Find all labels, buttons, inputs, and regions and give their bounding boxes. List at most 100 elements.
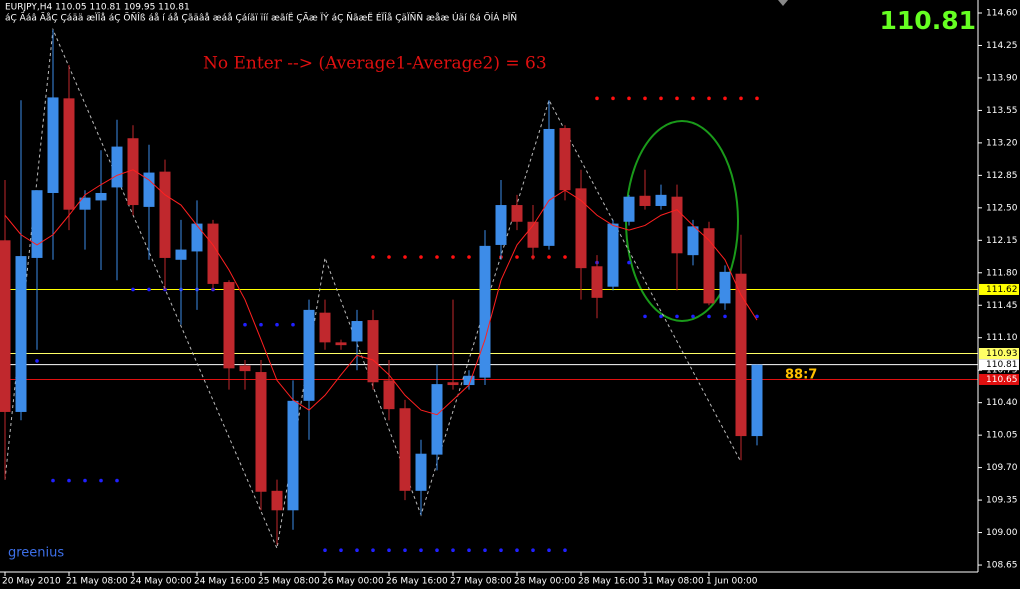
candle-body — [591, 266, 603, 298]
candle-body — [431, 384, 443, 455]
signal-dot — [659, 96, 663, 101]
signal-dot — [739, 96, 743, 101]
x-tick-label: 25 May 08:00 — [258, 577, 320, 587]
signal-dot — [451, 548, 455, 552]
signal-dot — [451, 255, 455, 259]
signal-dot — [147, 287, 151, 292]
signal-dot — [387, 255, 391, 259]
signal-dot — [675, 314, 679, 319]
candle-body — [319, 312, 331, 343]
candle-body — [335, 342, 347, 346]
marks — [0, 27, 978, 552]
signal-dot — [387, 548, 391, 552]
signal-dot — [723, 96, 727, 101]
signal-dot — [291, 322, 295, 327]
signal-dot — [259, 322, 263, 327]
signal-dot — [371, 548, 375, 552]
signal-dot — [243, 322, 247, 327]
signal-dot — [675, 96, 679, 101]
x-tick-label: 1 Jun 00:00 — [706, 577, 758, 587]
candle-body — [191, 223, 203, 252]
chart-subtitle: áÇ Ãáâ ÃåÇ Çáää æÏÎå áÇ ÕÑÎß áå í áå Çãä… — [5, 12, 517, 24]
candle-body — [63, 98, 75, 210]
candle-body — [0, 240, 11, 412]
candle-body — [607, 223, 619, 287]
x-tick-label: 26 May 00:00 — [322, 577, 384, 587]
candle-body — [687, 226, 699, 256]
x-tick-label: 27 May 08:00 — [450, 577, 512, 587]
signal-dot — [627, 96, 631, 101]
price-level-tag — [979, 347, 1019, 359]
x-tick-label: 28 May 16:00 — [578, 577, 640, 587]
signal-dot — [627, 260, 631, 265]
candle-body — [703, 228, 715, 304]
x-tick-label: 21 May 08:00 — [66, 577, 128, 587]
candle-body — [447, 382, 459, 386]
signal-dot — [595, 96, 599, 101]
signal-dot — [435, 255, 439, 259]
signal-dot — [339, 548, 343, 552]
y-tick-label: 109.70 — [986, 463, 1018, 473]
signal-dot — [99, 478, 103, 483]
candle-body — [735, 273, 747, 437]
candle-body — [239, 365, 251, 372]
signal-dot — [131, 287, 135, 292]
signal-dot — [563, 255, 567, 259]
candle-body — [95, 192, 107, 201]
candle-body — [383, 380, 395, 410]
candle-body — [751, 364, 763, 437]
y-tick-label: 113.90 — [986, 73, 1018, 83]
candle-body — [15, 256, 27, 412]
y-tick-label: 113.55 — [986, 106, 1018, 116]
signal-dot — [467, 255, 471, 259]
price-level-label: 110.93 — [986, 349, 1018, 359]
candle-body — [495, 205, 507, 245]
candle-body — [479, 245, 491, 378]
annotation: No Enter --> (Average1-Average2) = 63 — [203, 54, 547, 74]
signal-dot — [67, 478, 71, 483]
y-tick-label: 112.85 — [986, 171, 1018, 181]
counter: 88:7 — [785, 368, 817, 383]
candle-body — [159, 171, 171, 258]
candle-body — [575, 188, 587, 269]
candle-body — [463, 375, 475, 386]
signal-dot — [659, 314, 663, 319]
candle-body — [111, 146, 123, 188]
candle-body — [47, 97, 59, 193]
signal-dot — [755, 96, 759, 101]
signal-dot — [707, 314, 711, 319]
signal-dot — [483, 548, 487, 552]
signal-dot — [83, 478, 87, 483]
signal-dot — [515, 255, 519, 259]
signal-dot — [275, 322, 279, 327]
y-tick-label: 108.65 — [986, 561, 1018, 571]
candle-body — [79, 197, 91, 210]
price-level-label: 110.65 — [986, 375, 1018, 385]
y-tick-label: 113.20 — [986, 138, 1018, 148]
x-tick-label: 26 May 16:00 — [386, 577, 448, 587]
candle-body — [223, 282, 235, 369]
x-tick-label: 24 May 00:00 — [130, 577, 192, 587]
candle-body — [511, 205, 523, 222]
candle-body — [415, 453, 427, 491]
y-tick-label: 110.40 — [986, 398, 1018, 408]
signal-dot — [419, 255, 423, 259]
signal-dot — [643, 314, 647, 319]
signal-dot — [371, 255, 375, 259]
candle-body — [671, 196, 683, 254]
y-tick-label: 109.35 — [986, 496, 1018, 506]
signal-dot — [435, 548, 439, 552]
y-tick-label: 109.00 — [986, 528, 1018, 538]
y-tick-label: 114.60 — [986, 8, 1018, 18]
signal-dot — [419, 548, 423, 552]
candle-body — [175, 249, 187, 260]
signal-dot — [691, 314, 695, 319]
price-display: 110.81 — [880, 6, 976, 35]
y-tick-label: 112.50 — [986, 203, 1018, 213]
signal-dot — [51, 478, 55, 483]
candle-body — [623, 196, 635, 222]
y-tick-label: 110.75 — [986, 366, 1018, 376]
signal-dot — [515, 548, 519, 552]
